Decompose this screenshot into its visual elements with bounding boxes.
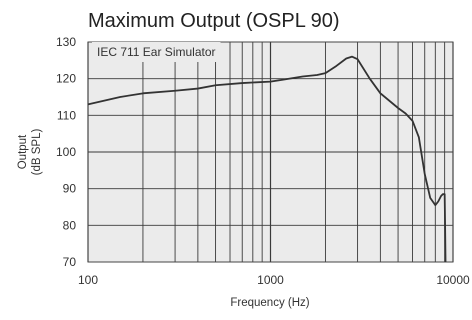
chart-title: Maximum Output (OSPL 90) — [88, 10, 340, 32]
x-tick-label: 100 — [78, 273, 98, 287]
grid — [87, 41, 454, 263]
series-line — [87, 55, 447, 263]
y-tick-label: 80 — [63, 218, 77, 232]
y-tick-label: 100 — [56, 145, 76, 159]
plot-frame — [87, 41, 454, 263]
x-tick-label: 1000 — [257, 273, 284, 287]
annotation-label: IEC 711 Ear Simulator — [97, 45, 216, 59]
y-tick-label: 70 — [63, 255, 77, 269]
y-tick-label: 90 — [63, 182, 77, 196]
y-tick-label: 110 — [57, 108, 76, 122]
y-tick-label: 130 — [56, 35, 76, 49]
annotation-background — [92, 42, 221, 62]
x-axis: 100 1000 10000 — [78, 273, 470, 287]
x-tick-label: 10000 — [436, 273, 470, 287]
y-tick-label: 120 — [56, 72, 76, 86]
y-axis-label-line-1: Output — [17, 134, 29, 169]
x-axis-label: Frequency (Hz) — [230, 297, 309, 309]
y-axis: 70 80 90 100 110 120 130 — [56, 35, 76, 269]
y-axis-label-line-2: (dB SPL) — [31, 129, 43, 176]
